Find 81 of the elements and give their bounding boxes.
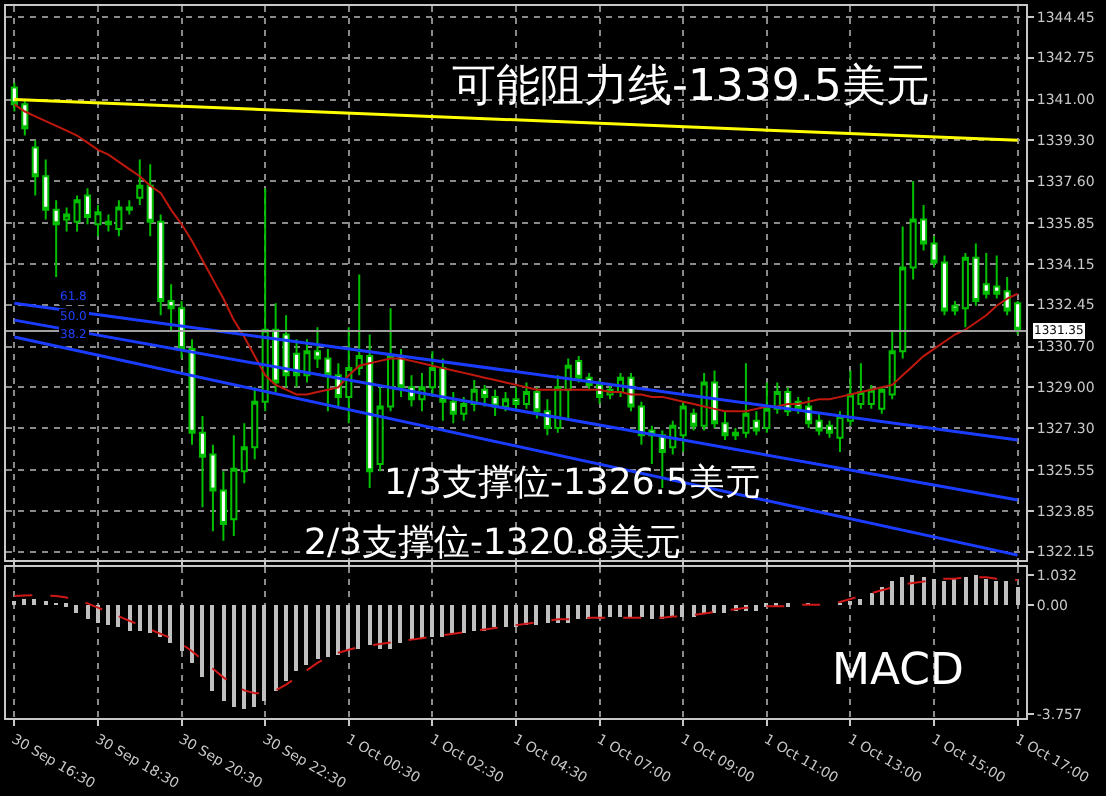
bar — [702, 605, 706, 614]
bar — [450, 605, 454, 634]
bar — [180, 605, 184, 652]
bar — [974, 575, 978, 606]
bar — [106, 605, 110, 626]
bar — [1016, 587, 1020, 606]
bar — [74, 605, 78, 614]
bar — [650, 605, 654, 620]
bar — [618, 605, 622, 618]
bar — [242, 605, 246, 710]
annotation: 可能阻力线-1339.5美元 — [452, 62, 930, 112]
annotation: 2/3支撑位-1320.8美元 — [304, 522, 681, 564]
bar — [284, 605, 288, 682]
bar — [692, 605, 696, 618]
bar — [148, 605, 152, 634]
bar — [482, 605, 486, 632]
bar — [608, 605, 612, 618]
bar — [910, 575, 914, 606]
bar — [754, 605, 758, 612]
bar — [440, 605, 444, 638]
bar — [722, 605, 726, 614]
bar — [398, 605, 402, 644]
bar — [712, 605, 716, 614]
bar — [858, 599, 862, 606]
bar — [514, 605, 518, 628]
bar — [680, 605, 684, 618]
bar — [984, 579, 988, 606]
bar — [346, 605, 350, 652]
bar — [368, 605, 372, 646]
bar — [964, 577, 968, 606]
bar — [870, 593, 874, 606]
bar — [326, 605, 330, 658]
bar — [504, 605, 508, 628]
bar — [410, 605, 414, 640]
bar — [462, 605, 466, 634]
bar — [232, 605, 236, 708]
bar — [628, 605, 632, 618]
bar — [546, 605, 550, 624]
bar — [388, 605, 392, 650]
bar — [158, 605, 162, 638]
bar — [336, 605, 340, 656]
bar — [190, 605, 194, 664]
bar — [430, 605, 434, 638]
bar — [210, 605, 214, 692]
bar — [304, 605, 308, 666]
bar — [952, 579, 956, 606]
bar — [492, 605, 496, 628]
line-series — [13, 103, 1019, 413]
bar — [168, 605, 172, 644]
bar — [890, 581, 894, 606]
bar — [128, 605, 132, 632]
bar — [32, 599, 36, 606]
bar — [222, 605, 226, 702]
bar — [294, 605, 298, 672]
candlestick — [125, 199, 133, 216]
bar — [994, 581, 998, 606]
bar — [316, 605, 320, 660]
bar — [932, 579, 936, 606]
bar — [274, 605, 278, 692]
annotation: MACD — [832, 646, 964, 696]
bar — [22, 599, 26, 606]
candlestick — [136, 158, 144, 207]
bar — [900, 577, 904, 606]
bar — [922, 577, 926, 606]
line-series — [13, 576, 1019, 695]
bar — [640, 605, 644, 618]
bar — [116, 605, 120, 628]
bar — [576, 605, 580, 620]
bar — [356, 605, 360, 650]
bar — [86, 605, 90, 620]
bar — [138, 605, 142, 632]
bar — [566, 605, 570, 624]
bar — [200, 605, 204, 678]
bar — [472, 605, 476, 632]
bar — [252, 605, 256, 708]
bar — [262, 605, 266, 702]
bar — [942, 581, 946, 606]
bar — [534, 605, 538, 626]
bar — [1004, 581, 1008, 606]
bar — [420, 605, 424, 640]
bar — [378, 605, 382, 650]
